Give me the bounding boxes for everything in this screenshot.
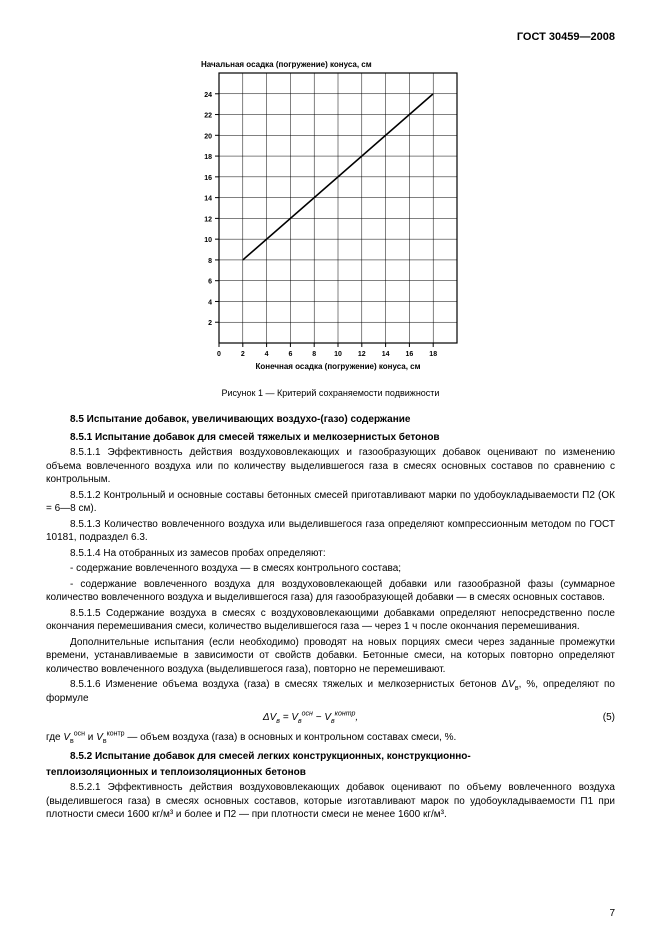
svg-text:14: 14: [204, 195, 212, 202]
para-8-5-1-3: 8.5.1.3 Количество вовлеченного воздуха …: [46, 518, 615, 545]
svg-text:Конечная осадка (погружение) к: Конечная осадка (погружение) конуса, см: [255, 362, 420, 371]
svg-text:4: 4: [264, 351, 268, 358]
svg-text:8: 8: [312, 351, 316, 358]
where-b: и: [85, 732, 96, 743]
svg-text:4: 4: [208, 299, 212, 306]
document-id: ГОСТ 30459—2008: [46, 30, 615, 45]
para-8-5-1-5-extra: Дополнительные испытания (если необходим…: [46, 636, 615, 677]
section-8-5-title: 8.5 Испытание добавок, увеличивающих воз…: [46, 413, 615, 427]
svg-text:10: 10: [334, 351, 342, 358]
svg-text:18: 18: [429, 351, 437, 358]
para-8-5-1-4: 8.5.1.4 На отобранных из замесов пробах …: [46, 547, 615, 561]
svg-text:12: 12: [357, 351, 365, 358]
chart-caption: Рисунок 1 — Критерий сохраняемости подви…: [46, 387, 615, 399]
formula-5-number: (5): [575, 711, 615, 725]
svg-text:18: 18: [204, 154, 212, 161]
svg-text:2: 2: [240, 351, 244, 358]
svg-text:8: 8: [208, 258, 212, 265]
svg-text:6: 6: [208, 279, 212, 286]
para-8-5-1-4-a: - содержание вовлеченного воздуха — в см…: [46, 562, 615, 576]
para-8-5-1-6: 8.5.1.6 Изменение объема воздуха (газа) …: [46, 678, 615, 705]
para-8-5-1-2: 8.5.1.2 Контрольный и основные составы б…: [46, 489, 615, 516]
svg-text:16: 16: [405, 351, 413, 358]
para-8-5-2-1: 8.5.2.1 Эффективность действия воздухово…: [46, 781, 615, 822]
para-8-5-1-4-b: - содержание вовлеченного воздуха для во…: [46, 578, 615, 605]
criterion-chart: 02468101214161824681012141618202224Начал…: [171, 53, 491, 373]
where-a: где: [46, 732, 63, 743]
svg-text:10: 10: [204, 237, 212, 244]
svg-text:0: 0: [217, 351, 221, 358]
chart-container: 02468101214161824681012141618202224Начал…: [46, 53, 615, 378]
formula-5: ΔVв = Vвосн − Vвконтр, (5): [46, 711, 615, 725]
svg-text:2: 2: [208, 320, 212, 327]
formula-5-body: ΔVв = Vвосн − Vвконтр,: [46, 711, 575, 725]
para-8-5-1-6-a: 8.5.1.6 Изменение объема воздуха (газа) …: [70, 679, 508, 690]
svg-text:16: 16: [204, 175, 212, 182]
svg-text:22: 22: [204, 112, 212, 119]
svg-text:6: 6: [288, 351, 292, 358]
svg-text:14: 14: [381, 351, 389, 358]
para-8-5-1-1: 8.5.1.1 Эффективность действия воздухово…: [46, 446, 615, 487]
page-number: 7: [609, 907, 615, 921]
svg-text:12: 12: [204, 216, 212, 223]
where-clause: где Vвосн и Vвконтр — объем воздуха (газ…: [46, 731, 615, 745]
svg-text:20: 20: [204, 133, 212, 140]
svg-text:Начальная осадка (погружение): Начальная осадка (погружение) конуса, см: [201, 60, 372, 69]
section-8-5-2-title-line1: 8.5.2 Испытание добавок для смесей легки…: [46, 750, 615, 764]
section-8-5-2-title-line2: теплоизоляционных и теплоизоляционных бе…: [46, 766, 615, 780]
where-c: — объем воздуха (газа) в основных и конт…: [125, 732, 457, 743]
para-8-5-1-5: 8.5.1.5 Содержание воздуха в смесях с во…: [46, 607, 615, 634]
svg-text:24: 24: [204, 92, 212, 99]
section-8-5-1-title: 8.5.1 Испытание добавок для смесей тяжел…: [46, 431, 615, 445]
